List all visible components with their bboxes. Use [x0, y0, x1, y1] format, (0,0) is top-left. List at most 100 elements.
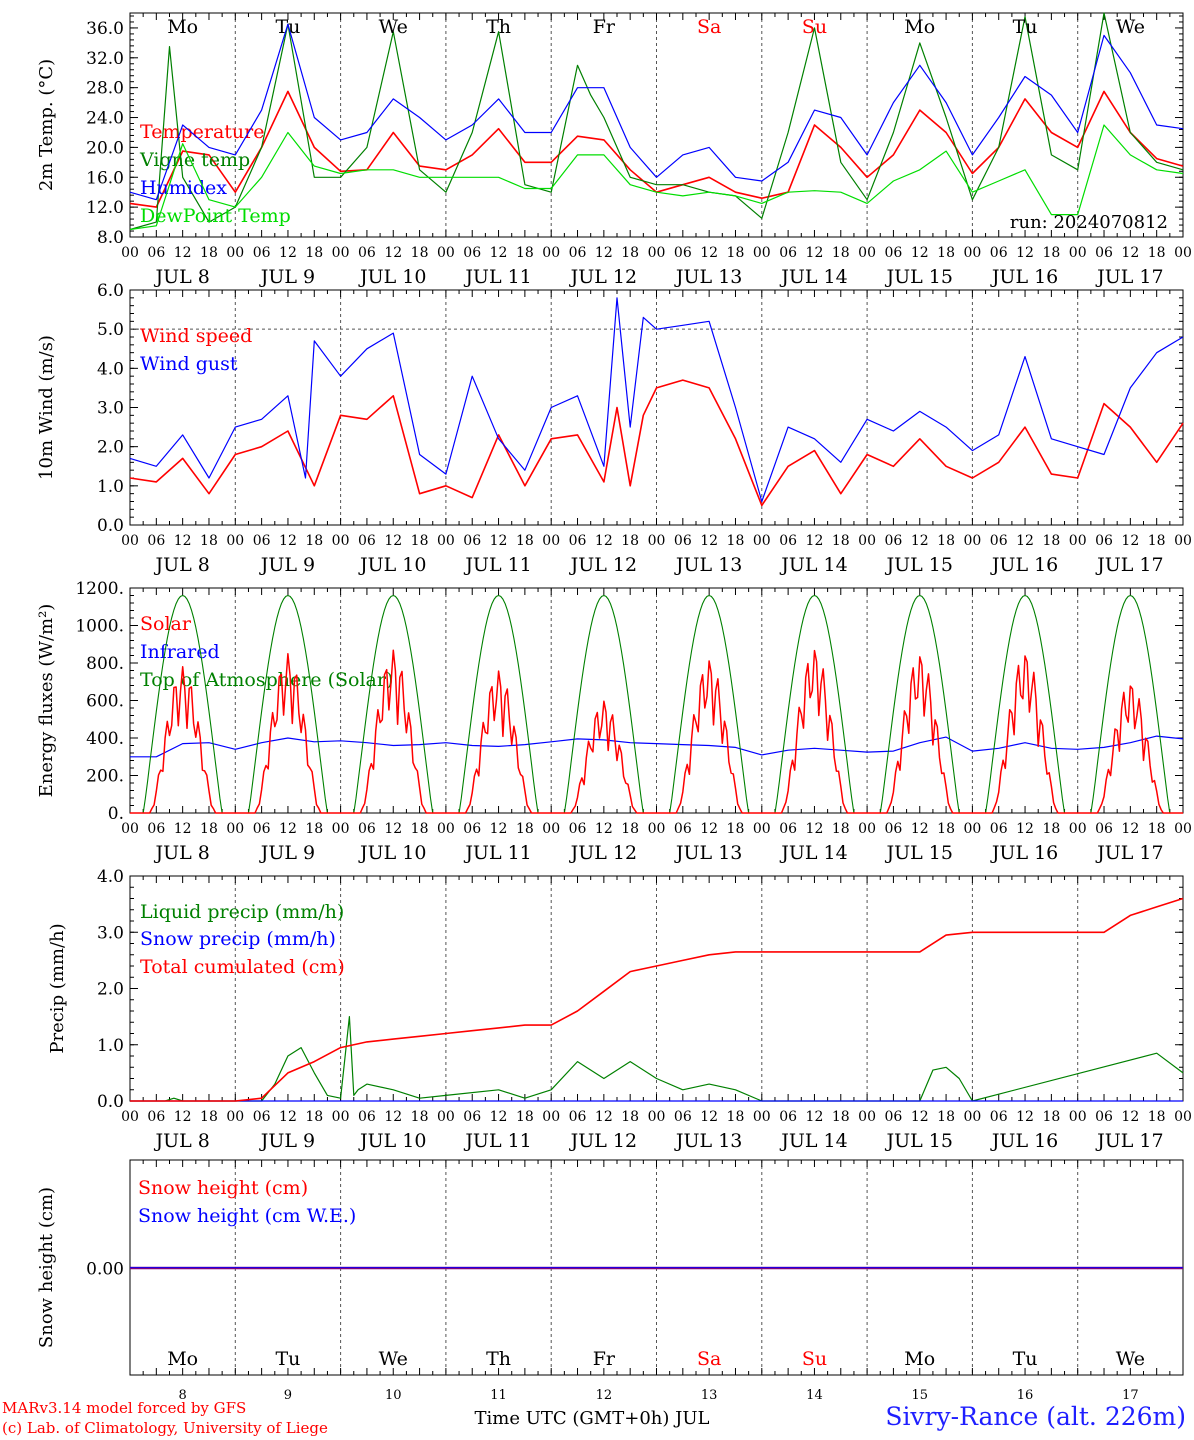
hour-tick-label: 00 — [963, 821, 981, 837]
hour-tick-label: 12 — [1016, 1109, 1034, 1125]
series-liquid-precip-mm-h- — [130, 1016, 1184, 1102]
hour-tick-label: 18 — [411, 533, 429, 549]
y-tick-label: 8.0 — [97, 228, 124, 248]
date-label: JUL 16 — [990, 1130, 1058, 1152]
hour-tick-label: 06 — [358, 1109, 376, 1125]
series-dewpoint-temp — [129, 124, 1184, 231]
hour-tick-label: 06 — [253, 245, 271, 261]
hour-tick-label: 12 — [911, 821, 929, 837]
legend-wind-speed: Wind speed — [140, 325, 252, 347]
hour-tick-label: 00 — [648, 245, 666, 261]
hour-tick-label: 00 — [437, 245, 455, 261]
weekday-label: Su — [802, 16, 827, 38]
hour-tick-label: 12 — [174, 245, 192, 261]
hour-tick-label: 06 — [990, 821, 1008, 837]
hour-tick-label: 18 — [621, 245, 639, 261]
weekday-label: Th — [486, 16, 511, 38]
run-annotation: run: 2024070812 — [1010, 212, 1168, 233]
hour-tick-label: 18 — [411, 245, 429, 261]
date-label: JUL 16 — [990, 266, 1058, 288]
hour-tick-label: 18 — [937, 1109, 955, 1125]
series-total-cumulated-cm- — [130, 897, 1184, 1102]
hour-tick-label: 06 — [674, 1109, 692, 1125]
date-label: JUL 9 — [259, 554, 315, 576]
hour-tick-label: 18 — [200, 1109, 218, 1125]
hour-tick-label: 06 — [779, 533, 797, 549]
hour-tick-label: 06 — [1095, 821, 1113, 837]
day-number: 12 — [596, 1388, 613, 1403]
hour-tick-label: 12 — [700, 1109, 718, 1125]
hour-tick-label: 18 — [832, 533, 850, 549]
hour-tick-label: 18 — [1148, 821, 1166, 837]
date-label: JUL 12 — [569, 554, 637, 576]
hour-tick-label: 06 — [147, 245, 165, 261]
panel-frame — [129, 587, 1184, 814]
date-label: JUL 8 — [153, 554, 209, 576]
day-number: 15 — [911, 1388, 928, 1403]
hour-tick-label: 00 — [121, 821, 139, 837]
hour-tick-label: 06 — [147, 533, 165, 549]
hour-tick-label: 12 — [279, 533, 297, 549]
hour-tick-label: 18 — [621, 533, 639, 549]
y-tick-label: 20.0 — [86, 138, 124, 158]
x-axis-title: Time UTC (GMT+0h) JUL — [475, 1408, 710, 1429]
hour-tick-label: 00 — [121, 1109, 139, 1125]
hour-tick-label: 00 — [1174, 821, 1192, 837]
hour-tick-label: 18 — [727, 533, 745, 549]
y-tick-label: 800. — [86, 654, 124, 674]
date-label: JUL 17 — [1095, 1130, 1163, 1152]
weekday-label: Sa — [697, 1348, 721, 1370]
hour-tick-label: 06 — [779, 821, 797, 837]
day-number: 9 — [284, 1388, 292, 1403]
hour-tick-label: 00 — [1174, 1109, 1192, 1125]
hour-tick-label: 00 — [648, 533, 666, 549]
hour-tick-label: 18 — [727, 245, 745, 261]
legend-dewpoint-temp: DewPoint Temp — [140, 205, 291, 227]
legend-top-of-atmosphere-solar-: Top of Atmosphere (Solar) — [140, 669, 393, 691]
y-tick-label: 0.0 — [97, 516, 124, 536]
hour-tick-label: 00 — [1069, 245, 1087, 261]
hour-tick-label: 12 — [490, 821, 508, 837]
weekday-label: Mo — [904, 16, 935, 38]
date-label: JUL 9 — [259, 842, 315, 864]
hour-tick-label: 18 — [937, 245, 955, 261]
hour-tick-label: 12 — [174, 533, 192, 549]
hour-tick-label: 00 — [1174, 245, 1192, 261]
credit-model: MARv3.14 model forced by GFS — [2, 1399, 247, 1417]
hour-tick-label: 18 — [832, 1109, 850, 1125]
hour-tick-label: 12 — [384, 533, 402, 549]
hour-tick-label: 12 — [700, 245, 718, 261]
y-tick-label: 1000. — [75, 617, 124, 637]
date-label: JUL 10 — [358, 554, 426, 576]
hour-tick-label: 06 — [358, 821, 376, 837]
hour-tick-label: 12 — [279, 1109, 297, 1125]
hour-tick-label: 12 — [700, 533, 718, 549]
hour-tick-label: 00 — [1069, 533, 1087, 549]
day-number: 8 — [179, 1388, 187, 1403]
series-wind-speed — [129, 379, 1184, 507]
y-tick-label: 12.0 — [86, 198, 124, 218]
day-number: 16 — [1017, 1388, 1034, 1403]
hour-tick-label: 18 — [937, 533, 955, 549]
hour-tick-label: 12 — [595, 533, 613, 549]
hour-tick-label: 18 — [411, 821, 429, 837]
hour-tick-label: 06 — [779, 1109, 797, 1125]
weekday-label: Tu — [1013, 1348, 1038, 1370]
hour-tick-label: 18 — [411, 1109, 429, 1125]
hour-tick-label: 06 — [463, 533, 481, 549]
legend-solar: Solar — [140, 613, 192, 635]
hour-tick-label: 18 — [727, 1109, 745, 1125]
hour-tick-label: 00 — [332, 533, 350, 549]
date-label: JUL 8 — [153, 1130, 209, 1152]
weekday-label: Fr — [593, 1348, 616, 1370]
y-tick-label: 3.0 — [97, 399, 124, 419]
date-label: JUL 10 — [358, 266, 426, 288]
hour-tick-label: 18 — [727, 821, 745, 837]
weekday-label: Tu — [1013, 16, 1038, 38]
series-humidex — [129, 23, 1184, 201]
date-label: JUL 14 — [779, 1130, 847, 1152]
date-label: JUL 11 — [463, 266, 531, 288]
weekday-label: We — [379, 1348, 408, 1370]
hour-tick-label: 06 — [885, 533, 903, 549]
day-number: 10 — [385, 1388, 402, 1403]
